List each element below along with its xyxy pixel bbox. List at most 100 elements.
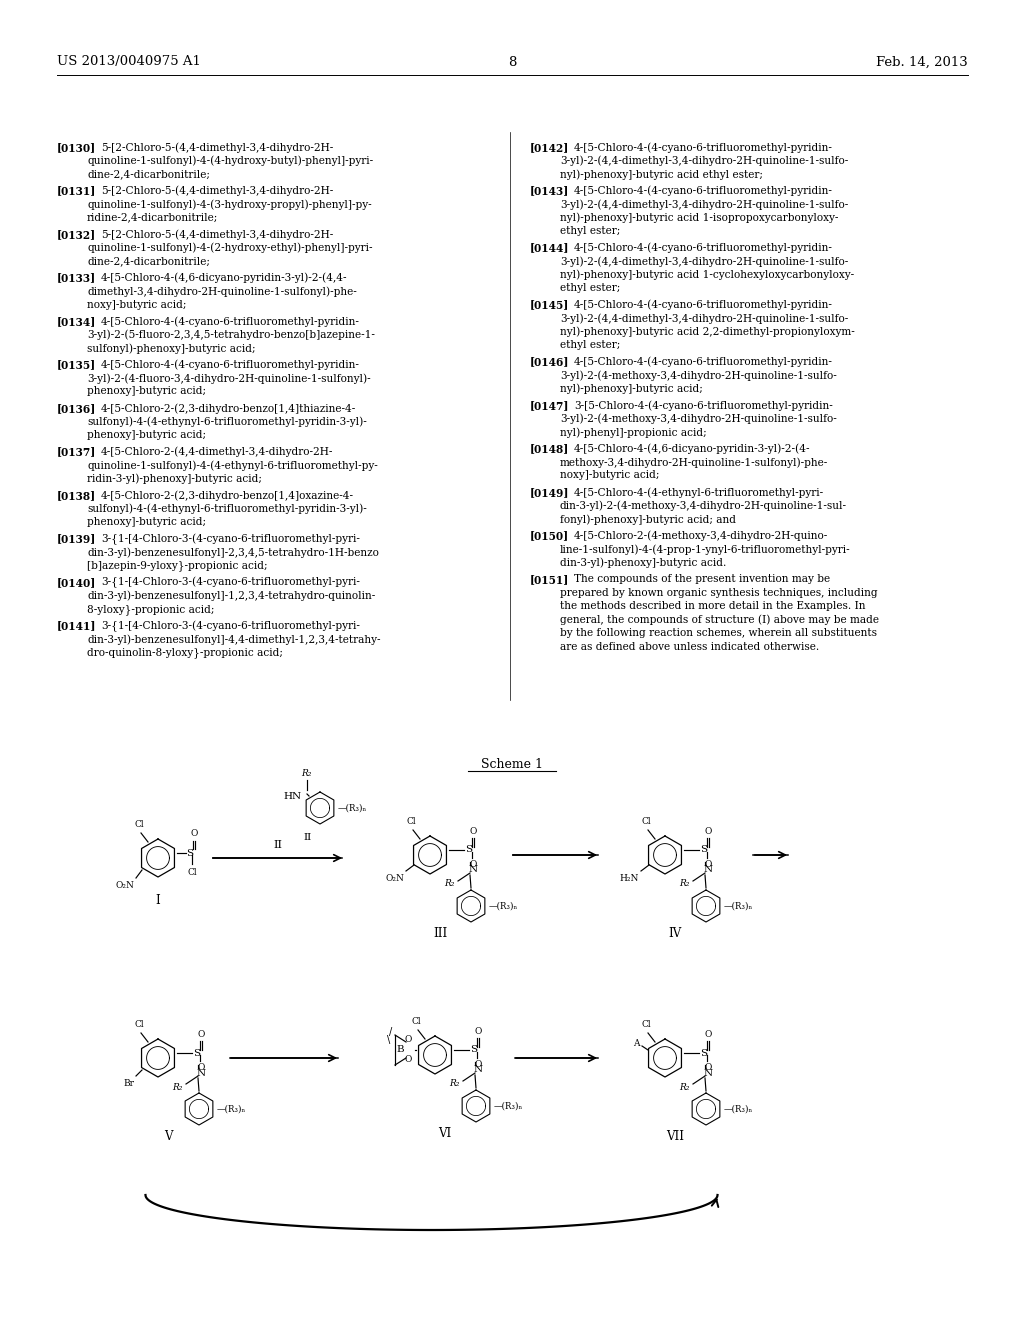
Text: 4-[5-Chloro-4-(4-cyano-6-trifluoromethyl-pyridin-: 4-[5-Chloro-4-(4-cyano-6-trifluoromethyl…: [574, 356, 833, 367]
Text: —(R₃)ₙ: —(R₃)ₙ: [724, 902, 754, 911]
Text: A: A: [634, 1040, 640, 1048]
Text: phenoxy]-butyric acid;: phenoxy]-butyric acid;: [87, 430, 206, 440]
Text: 4-[5-Chloro-4-(4,6-dicyano-pyridin-3-yl)-2-(4-: 4-[5-Chloro-4-(4,6-dicyano-pyridin-3-yl)…: [574, 444, 811, 454]
Text: din-3-yl)-benzenesulfonyl]-1,2,3,4-tetrahydro-quinolin-: din-3-yl)-benzenesulfonyl]-1,2,3,4-tetra…: [87, 590, 375, 601]
Text: H₂N: H₂N: [620, 874, 639, 883]
Text: sulfonyl)-4-(4-ethynyl-6-trifluoromethyl-pyridin-3-yl)-: sulfonyl)-4-(4-ethynyl-6-trifluoromethyl…: [87, 417, 367, 428]
Text: S: S: [700, 1048, 708, 1057]
Text: 4-[5-Chloro-4-(4-cyano-6-trifluoromethyl-pyridin-: 4-[5-Chloro-4-(4-cyano-6-trifluoromethyl…: [574, 243, 833, 253]
Text: The compounds of the present invention may be: The compounds of the present invention m…: [574, 574, 830, 583]
Text: phenoxy]-butyric acid;: phenoxy]-butyric acid;: [87, 517, 206, 527]
Text: N: N: [197, 1068, 206, 1077]
Text: —(R₃)ₙ: —(R₃)ₙ: [489, 902, 518, 911]
Text: [b]azepin-9-yloxy}-propionic acid;: [b]azepin-9-yloxy}-propionic acid;: [87, 561, 267, 572]
Text: ridine-2,4-dicarbonitrile;: ridine-2,4-dicarbonitrile;: [87, 213, 218, 223]
Text: Cl: Cl: [641, 817, 651, 826]
Text: [0133]: [0133]: [57, 272, 96, 284]
Text: 4-[5-Chloro-4-(4-cyano-6-trifluoromethyl-pyridin-: 4-[5-Chloro-4-(4-cyano-6-trifluoromethyl…: [574, 186, 833, 197]
Text: din-3-yl)-benzenesulfonyl]-4,4-dimethyl-1,2,3,4-tetrahy-: din-3-yl)-benzenesulfonyl]-4,4-dimethyl-…: [87, 634, 381, 644]
Text: Br: Br: [123, 1078, 134, 1088]
Text: [0150]: [0150]: [530, 531, 569, 541]
Text: 4-[5-Chloro-4-(4-ethynyl-6-trifluoromethyl-pyri-: 4-[5-Chloro-4-(4-ethynyl-6-trifluorometh…: [574, 487, 824, 498]
Text: [0139]: [0139]: [57, 533, 96, 544]
Text: [0141]: [0141]: [57, 620, 96, 631]
Text: general, the compounds of structure (I) above may be made: general, the compounds of structure (I) …: [560, 615, 879, 626]
Text: [0135]: [0135]: [57, 359, 96, 371]
Text: 3-yl)-2-(5-fluoro-2,3,4,5-tetrahydro-benzo[b]azepine-1-: 3-yl)-2-(5-fluoro-2,3,4,5-tetrahydro-ben…: [87, 330, 375, 341]
Text: 3-yl)-2-(4,4-dimethyl-3,4-dihydro-2H-quinoline-1-sulfo-: 3-yl)-2-(4,4-dimethyl-3,4-dihydro-2H-qui…: [560, 156, 848, 166]
Text: [0131]: [0131]: [57, 186, 96, 197]
Text: 3-yl)-2-(4,4-dimethyl-3,4-dihydro-2H-quinoline-1-sulfo-: 3-yl)-2-(4,4-dimethyl-3,4-dihydro-2H-qui…: [560, 199, 848, 210]
Text: nyl)-phenoxy]-butyric acid ethyl ester;: nyl)-phenoxy]-butyric acid ethyl ester;: [560, 169, 763, 180]
Text: N: N: [705, 1068, 713, 1077]
Text: 3-{1-[4-Chloro-3-(4-cyano-6-trifluoromethyl-pyri-: 3-{1-[4-Chloro-3-(4-cyano-6-trifluoromet…: [101, 533, 359, 545]
Text: [0149]: [0149]: [530, 487, 569, 498]
Text: R₂: R₂: [680, 1082, 690, 1092]
Text: the methods described in more detail in the Examples. In: the methods described in more detail in …: [560, 601, 865, 611]
Text: prepared by known organic synthesis techniques, including: prepared by known organic synthesis tech…: [560, 587, 878, 598]
Text: 3-yl)-2-(4,4-dimethyl-3,4-dihydro-2H-quinoline-1-sulfo-: 3-yl)-2-(4,4-dimethyl-3,4-dihydro-2H-qui…: [560, 256, 848, 267]
Text: S: S: [465, 846, 472, 854]
Text: R₂: R₂: [444, 879, 455, 888]
Text: Cl: Cl: [187, 869, 197, 876]
Text: [0137]: [0137]: [57, 446, 96, 458]
Text: /: /: [389, 1027, 392, 1038]
Text: N: N: [705, 866, 713, 874]
Text: V: V: [164, 1130, 172, 1143]
Text: 4-[5-Chloro-4-(4,6-dicyano-pyridin-3-yl)-2-(4,4-: 4-[5-Chloro-4-(4,6-dicyano-pyridin-3-yl)…: [101, 272, 347, 282]
Text: [0147]: [0147]: [530, 400, 569, 411]
Text: [0134]: [0134]: [57, 315, 96, 327]
Text: nyl)-phenoxy]-butyric acid;: nyl)-phenoxy]-butyric acid;: [560, 384, 702, 395]
Text: O₂N: O₂N: [115, 880, 134, 890]
Text: O: O: [474, 1027, 481, 1036]
Text: S: S: [193, 1048, 200, 1057]
Text: dine-2,4-dicarbonitrile;: dine-2,4-dicarbonitrile;: [87, 169, 210, 180]
Text: dro-quinolin-8-yloxy}-propionic acid;: dro-quinolin-8-yloxy}-propionic acid;: [87, 648, 283, 659]
Text: O: O: [705, 1063, 712, 1072]
Text: —(R₃)ₙ: —(R₃)ₙ: [724, 1105, 754, 1114]
Text: [0136]: [0136]: [57, 403, 96, 414]
Text: nyl)-phenyl]-propionic acid;: nyl)-phenyl]-propionic acid;: [560, 426, 707, 437]
Text: noxy]-butyric acid;: noxy]-butyric acid;: [560, 470, 659, 480]
Text: din-3-yl)-benzenesulfonyl]-2,3,4,5-tetrahydro-1H-benzo: din-3-yl)-benzenesulfonyl]-2,3,4,5-tetra…: [87, 546, 379, 557]
Text: Feb. 14, 2013: Feb. 14, 2013: [877, 55, 968, 69]
Text: quinoline-1-sulfonyl)-4-(3-hydroxy-propyl)-phenyl]-py-: quinoline-1-sulfonyl)-4-(3-hydroxy-propy…: [87, 199, 372, 210]
Text: Scheme 1: Scheme 1: [481, 758, 543, 771]
Text: dimethyl-3,4-dihydro-2H-quinoline-1-sulfonyl)-phe-: dimethyl-3,4-dihydro-2H-quinoline-1-sulf…: [87, 286, 356, 297]
Text: O₂N: O₂N: [385, 874, 404, 883]
Text: R₂: R₂: [301, 770, 311, 777]
Text: nyl)-phenoxy]-butyric acid 1-isopropoxycarbonyloxy-: nyl)-phenoxy]-butyric acid 1-isopropoxyc…: [560, 213, 839, 223]
Text: \: \: [387, 1035, 390, 1045]
Text: quinoline-1-sulfonyl)-4-(4-hydroxy-butyl)-phenyl]-pyri-: quinoline-1-sulfonyl)-4-(4-hydroxy-butyl…: [87, 156, 373, 166]
Text: 3-yl)-2-(4-methoxy-3,4-dihydro-2H-quinoline-1-sulfo-: 3-yl)-2-(4-methoxy-3,4-dihydro-2H-quinol…: [560, 413, 837, 424]
Text: [0138]: [0138]: [57, 490, 96, 502]
Text: I: I: [156, 894, 161, 907]
Text: 5-[2-Chloro-5-(4,4-dimethyl-3,4-dihydro-2H-: 5-[2-Chloro-5-(4,4-dimethyl-3,4-dihydro-…: [101, 228, 333, 239]
Text: din-3-yl)-2-(4-methoxy-3,4-dihydro-2H-quinoline-1-sul-: din-3-yl)-2-(4-methoxy-3,4-dihydro-2H-qu…: [560, 500, 847, 511]
Text: [0140]: [0140]: [57, 577, 96, 587]
Text: II: II: [273, 840, 283, 850]
Text: 8: 8: [508, 55, 516, 69]
Text: III: III: [433, 927, 447, 940]
Text: 3-[5-Chloro-4-(4-cyano-6-trifluoromethyl-pyridin-: 3-[5-Chloro-4-(4-cyano-6-trifluoromethyl…: [574, 400, 833, 411]
Text: 3-yl)-2-(4-methoxy-3,4-dihydro-2H-quinoline-1-sulfo-: 3-yl)-2-(4-methoxy-3,4-dihydro-2H-quinol…: [560, 370, 837, 380]
Text: O: O: [190, 829, 198, 838]
Text: 4-[5-Chloro-4-(4-cyano-6-trifluoromethyl-pyridin-: 4-[5-Chloro-4-(4-cyano-6-trifluoromethyl…: [101, 315, 359, 326]
Text: O: O: [198, 1030, 205, 1039]
Text: O: O: [705, 828, 712, 836]
Text: R₂: R₂: [680, 879, 690, 888]
Text: R₂: R₂: [173, 1082, 183, 1092]
Text: S: S: [700, 846, 708, 854]
Text: —(R₃)ₙ: —(R₃)ₙ: [494, 1101, 523, 1110]
Text: are as defined above unless indicated otherwise.: are as defined above unless indicated ot…: [560, 642, 819, 652]
Text: by the following reaction schemes, wherein all substituents: by the following reaction schemes, where…: [560, 628, 877, 638]
Text: O: O: [705, 1030, 712, 1039]
Text: quinoline-1-sulfonyl)-4-(4-ethynyl-6-trifluoromethyl-py-: quinoline-1-sulfonyl)-4-(4-ethynyl-6-tri…: [87, 459, 378, 470]
Text: VII: VII: [666, 1130, 684, 1143]
Text: II: II: [304, 833, 312, 842]
Text: O: O: [705, 861, 712, 869]
Text: 4-[5-Chloro-2-(2,3-dihydro-benzo[1,4]thiazine-4-: 4-[5-Chloro-2-(2,3-dihydro-benzo[1,4]thi…: [101, 403, 356, 413]
Text: —(R₃)ₙ: —(R₃)ₙ: [217, 1105, 246, 1114]
Text: 4-[5-Chloro-2-(4-methoxy-3,4-dihydro-2H-quino-: 4-[5-Chloro-2-(4-methoxy-3,4-dihydro-2H-…: [574, 531, 828, 541]
Text: US 2013/0040975 A1: US 2013/0040975 A1: [57, 55, 201, 69]
